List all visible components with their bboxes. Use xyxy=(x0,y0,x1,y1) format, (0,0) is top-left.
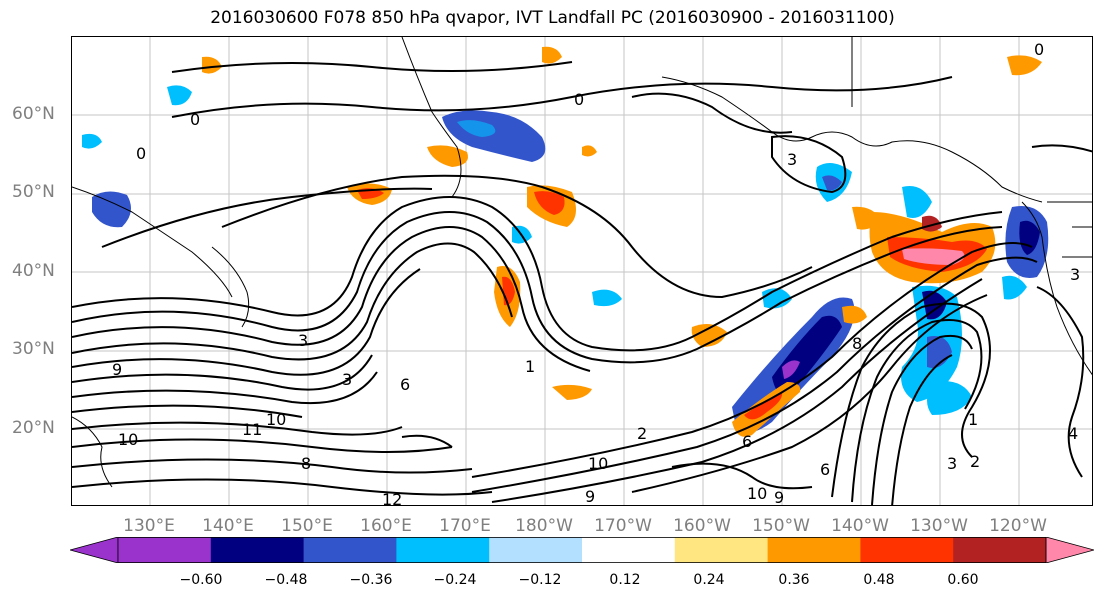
lon-label-170w: 170°W xyxy=(594,516,652,536)
contour-label: 11 xyxy=(242,420,262,439)
lon-label-130w: 130°W xyxy=(910,516,968,536)
contour-label: 0 xyxy=(136,144,146,163)
colorbar-tick: −0.36 xyxy=(349,572,393,588)
colorbar-extend-high xyxy=(1045,537,1094,563)
contour-label: 4 xyxy=(1068,424,1078,443)
colorbar-segment xyxy=(767,537,861,563)
map-canvas: 0 0 0 3 3 3 3 2 6 6 8 9 10 10 11 12 10 1… xyxy=(72,37,1092,506)
contour-label: 2 xyxy=(970,452,980,471)
contour-label: 8 xyxy=(852,334,862,353)
contour-label: 8 xyxy=(301,454,311,473)
coastlines xyxy=(72,37,1092,488)
colorbar-tick: 0.24 xyxy=(693,572,725,588)
contour-label: 0 xyxy=(1034,40,1044,59)
colorbar-segment xyxy=(303,537,397,563)
colorbar xyxy=(70,537,1094,563)
colorbar-tick: 0.60 xyxy=(947,572,979,588)
lat-label-40: 40°N xyxy=(12,261,55,281)
colorbar-segment xyxy=(860,537,954,563)
contour-label: 1 xyxy=(968,410,978,429)
colorbar-frame xyxy=(117,537,1047,563)
colorbar-tick: −0.48 xyxy=(264,572,308,588)
contour-label: 3 xyxy=(298,331,308,350)
colorbar-tick: −0.24 xyxy=(433,572,477,588)
contour-label: 6 xyxy=(820,460,830,479)
colorbar-segment xyxy=(582,537,676,563)
colorbar-segment xyxy=(953,537,1047,563)
lon-label-160e: 160°E xyxy=(360,516,412,536)
contour-label: 9 xyxy=(112,360,122,379)
lat-label-30: 30°N xyxy=(12,339,55,359)
lon-label-180w: 180°W xyxy=(515,516,573,536)
contour-label: 10 xyxy=(747,484,767,503)
lon-label-160w: 160°W xyxy=(673,516,731,536)
contour-label: 12 xyxy=(382,490,402,506)
contour-labels: 0 0 0 3 3 3 3 2 6 6 8 9 10 10 11 12 10 1… xyxy=(112,40,1080,506)
lat-label-60: 60°N xyxy=(12,104,55,124)
colorbar-tick: −0.60 xyxy=(179,572,223,588)
colorbar-segment xyxy=(489,537,583,563)
colorbar-segment xyxy=(210,537,305,563)
contour-label: 9 xyxy=(774,488,784,506)
contour-label: 10 xyxy=(588,454,608,473)
contour-label: 3 xyxy=(342,370,352,389)
map-panel: 0 0 0 3 3 3 3 2 6 6 8 9 10 10 11 12 10 1… xyxy=(71,36,1093,506)
contour-label: 10 xyxy=(118,430,138,449)
contour-label: 1 xyxy=(525,357,535,376)
contour-label: 9 xyxy=(585,487,595,506)
ivt-contours xyxy=(72,61,1092,505)
contour-label: 3 xyxy=(947,454,957,473)
colorbar-tick: −0.12 xyxy=(518,572,562,588)
lon-label-140w: 140°W xyxy=(831,516,889,536)
lat-label-20: 20°N xyxy=(12,418,55,438)
contour-label: 2 xyxy=(637,424,647,443)
contour-label: 3 xyxy=(1070,265,1080,284)
map-title: 2016030600 F078 850 hPa qvapor, IVT Land… xyxy=(210,8,895,28)
contour-label: 0 xyxy=(190,110,200,129)
lon-label-140e: 140°E xyxy=(202,516,254,536)
lon-label-150w: 150°W xyxy=(752,516,810,536)
contour-label: 3 xyxy=(787,150,797,169)
lat-label-50: 50°N xyxy=(12,182,55,202)
lon-label-150e: 150°E xyxy=(281,516,333,536)
contour-label: 6 xyxy=(400,375,410,394)
contour-label: 6 xyxy=(742,432,752,451)
lon-label-120w: 120°W xyxy=(989,516,1047,536)
colorbar-segment xyxy=(118,537,212,563)
lon-label-170e: 170°E xyxy=(439,516,491,536)
colorbar-tick: 0.48 xyxy=(863,572,895,588)
colorbar-tick: 0.36 xyxy=(778,572,810,588)
colorbar-segment xyxy=(674,537,769,563)
colorbar-tick: 0.12 xyxy=(609,572,641,588)
colorbar-extend-low xyxy=(70,537,119,563)
lon-label-130e: 130°E xyxy=(123,516,175,536)
colorbar-segment xyxy=(396,537,490,563)
contour-label: 10 xyxy=(266,410,286,429)
contour-label: 0 xyxy=(574,90,584,109)
